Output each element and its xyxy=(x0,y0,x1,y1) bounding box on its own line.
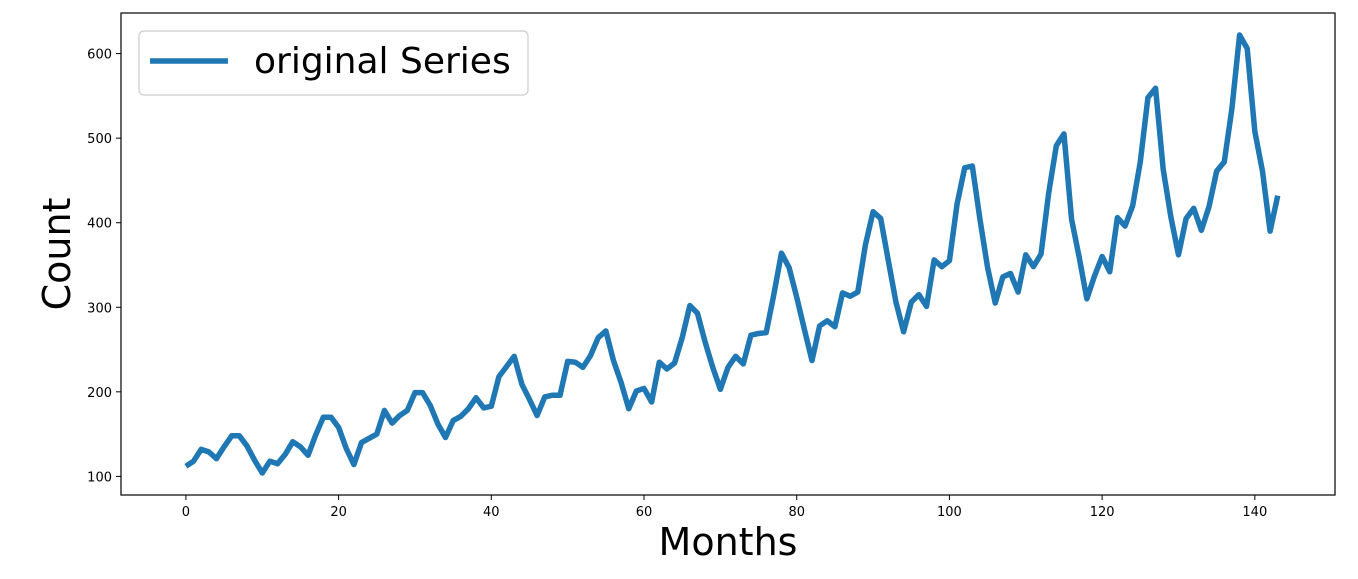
y-axis-title: Count xyxy=(35,198,79,311)
x-tick-label: 20 xyxy=(330,505,347,520)
x-tick-label: 40 xyxy=(483,505,500,520)
series-line xyxy=(184,32,1281,476)
x-tick-label: 80 xyxy=(788,505,805,520)
y-tick-label: 600 xyxy=(87,48,112,63)
y-tick-label: 300 xyxy=(87,301,112,316)
series-layer xyxy=(184,32,1281,476)
x-tick-label: 120 xyxy=(1090,505,1115,520)
legend: original Series xyxy=(138,30,529,96)
y-tick-label: 100 xyxy=(87,470,112,485)
x-tick-label: 60 xyxy=(636,505,653,520)
x-tick-label: 140 xyxy=(1242,505,1267,520)
legend-box xyxy=(138,30,529,96)
x-tick-label: 100 xyxy=(937,505,962,520)
axes: 0 20 40 60 80 100 120 140 100 200 300 400 500 600 xyxy=(87,12,1336,520)
y-tick-label: 500 xyxy=(87,132,112,147)
y-tick-label: 400 xyxy=(87,217,112,232)
y-tick-label: 200 xyxy=(87,386,112,401)
plot-frame xyxy=(120,12,1336,496)
x-axis-title: Months xyxy=(659,520,798,564)
legend-label: original Series xyxy=(254,41,511,82)
x-tick-label: 0 xyxy=(182,505,190,520)
